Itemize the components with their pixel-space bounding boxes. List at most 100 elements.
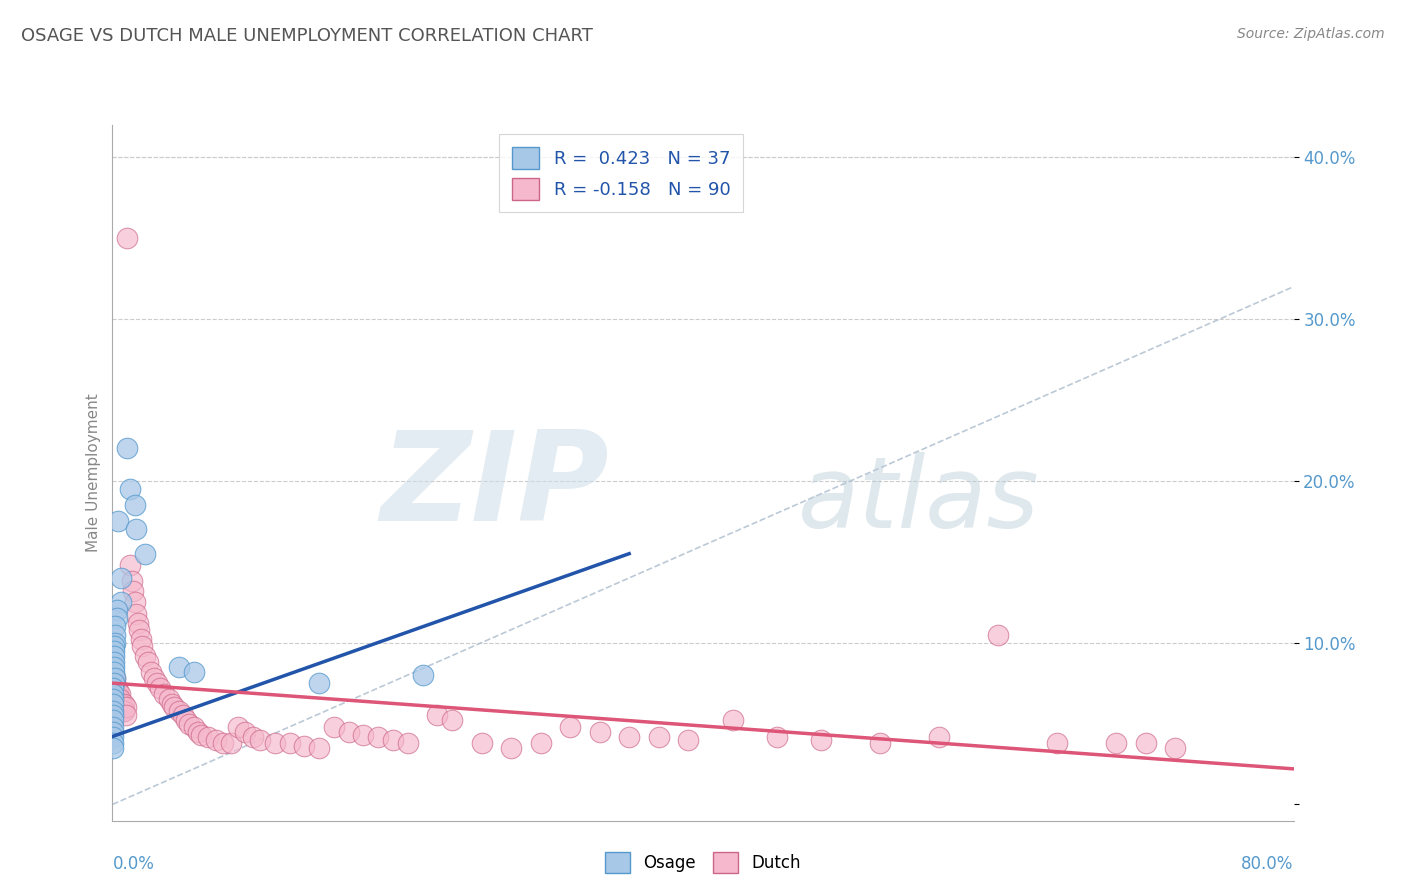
Point bbox=[382, 732, 405, 747]
Point bbox=[103, 665, 125, 679]
Point bbox=[107, 684, 129, 698]
Point bbox=[103, 697, 125, 711]
Point bbox=[619, 730, 641, 744]
Point bbox=[128, 623, 150, 637]
Point bbox=[103, 688, 125, 702]
Point bbox=[103, 708, 125, 723]
Point bbox=[160, 697, 183, 711]
Point bbox=[110, 571, 132, 585]
Point bbox=[103, 700, 125, 714]
Point bbox=[146, 676, 169, 690]
Point bbox=[308, 740, 330, 755]
Point bbox=[104, 681, 127, 695]
Point bbox=[242, 730, 264, 744]
Point bbox=[103, 714, 125, 728]
Point bbox=[104, 688, 127, 702]
Point bbox=[103, 704, 125, 718]
Point bbox=[105, 603, 128, 617]
Point bbox=[111, 704, 134, 718]
Point bbox=[501, 740, 523, 755]
Point bbox=[112, 697, 135, 711]
Point bbox=[1164, 740, 1187, 755]
Point bbox=[110, 697, 132, 711]
Point bbox=[172, 708, 194, 723]
Point bbox=[212, 736, 235, 750]
Point bbox=[426, 708, 449, 723]
Point bbox=[114, 708, 136, 723]
Point bbox=[134, 547, 156, 561]
Point bbox=[249, 732, 271, 747]
Point bbox=[219, 736, 242, 750]
Text: atlas: atlas bbox=[797, 452, 1039, 549]
Point bbox=[103, 648, 125, 663]
Point bbox=[103, 676, 125, 690]
Point bbox=[105, 681, 128, 695]
Text: 0.0%: 0.0% bbox=[112, 855, 155, 873]
Point bbox=[120, 558, 142, 572]
Point bbox=[103, 740, 125, 755]
Point bbox=[167, 704, 190, 718]
Legend: Osage, Dutch: Osage, Dutch bbox=[599, 846, 807, 880]
Point bbox=[142, 671, 165, 685]
Point bbox=[103, 688, 125, 702]
Point bbox=[396, 736, 419, 750]
Text: OSAGE VS DUTCH MALE UNEMPLOYMENT CORRELATION CHART: OSAGE VS DUTCH MALE UNEMPLOYMENT CORRELA… bbox=[21, 27, 593, 45]
Point bbox=[233, 724, 256, 739]
Point bbox=[292, 739, 315, 754]
Y-axis label: Male Unemployment: Male Unemployment bbox=[86, 393, 101, 552]
Point bbox=[167, 660, 190, 674]
Point bbox=[103, 655, 125, 669]
Point bbox=[125, 522, 148, 536]
Point bbox=[129, 632, 152, 647]
Point bbox=[226, 720, 249, 734]
Point bbox=[411, 668, 433, 682]
Point bbox=[104, 676, 127, 690]
Point bbox=[103, 639, 125, 653]
Point bbox=[323, 720, 346, 734]
Point bbox=[149, 681, 172, 695]
Text: ZIP: ZIP bbox=[380, 426, 609, 547]
Point bbox=[108, 688, 131, 702]
Point bbox=[1105, 736, 1128, 750]
Point bbox=[104, 627, 127, 641]
Point bbox=[107, 514, 129, 528]
Point bbox=[367, 730, 389, 744]
Point bbox=[105, 611, 128, 625]
Point bbox=[121, 574, 143, 589]
Point bbox=[163, 700, 186, 714]
Point bbox=[107, 692, 129, 706]
Point bbox=[103, 692, 125, 706]
Point bbox=[337, 724, 360, 739]
Point bbox=[103, 644, 125, 658]
Point bbox=[183, 720, 205, 734]
Point bbox=[179, 716, 201, 731]
Point bbox=[105, 688, 128, 702]
Point bbox=[678, 732, 700, 747]
Point bbox=[278, 736, 301, 750]
Point bbox=[470, 736, 494, 750]
Point bbox=[103, 681, 125, 695]
Point bbox=[111, 700, 134, 714]
Point bbox=[117, 442, 138, 456]
Point bbox=[127, 616, 149, 631]
Point bbox=[205, 732, 228, 747]
Point bbox=[721, 714, 744, 728]
Point bbox=[174, 714, 197, 728]
Point bbox=[197, 730, 219, 744]
Point bbox=[264, 736, 287, 750]
Point bbox=[187, 724, 209, 739]
Point bbox=[103, 708, 125, 723]
Point bbox=[103, 688, 125, 702]
Legend: R =  0.423   N = 37, R = -0.158   N = 90: R = 0.423 N = 37, R = -0.158 N = 90 bbox=[499, 134, 742, 212]
Point bbox=[103, 730, 125, 744]
Point bbox=[103, 692, 125, 706]
Point bbox=[103, 681, 125, 695]
Point bbox=[103, 704, 125, 718]
Point bbox=[139, 665, 162, 679]
Point bbox=[647, 730, 671, 744]
Point bbox=[124, 595, 146, 609]
Point bbox=[157, 692, 180, 706]
Point bbox=[104, 684, 127, 698]
Point bbox=[103, 714, 125, 728]
Point bbox=[104, 619, 127, 633]
